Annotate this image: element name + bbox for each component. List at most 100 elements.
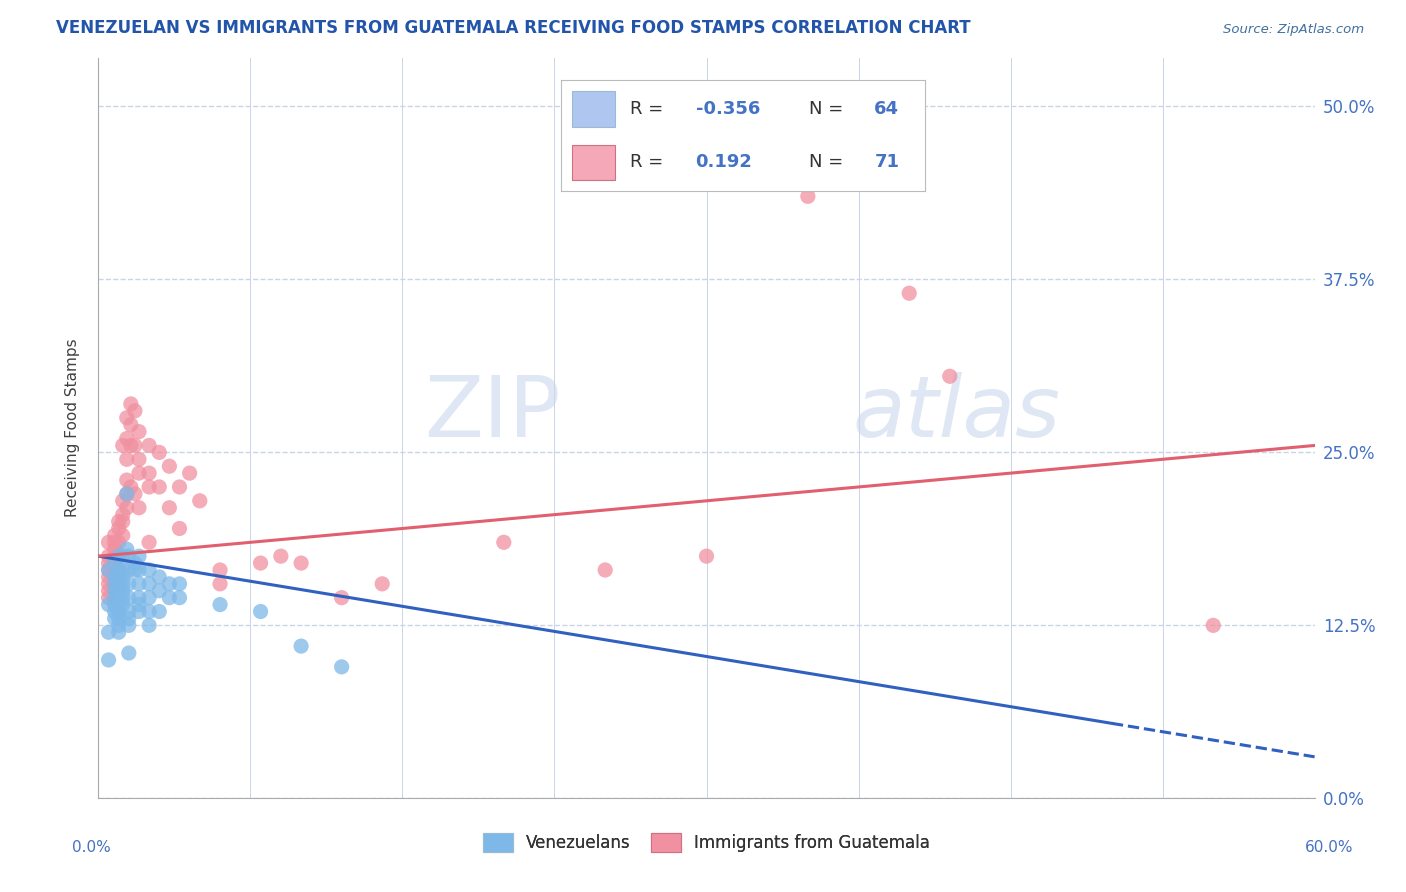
- Point: [128, 500, 150, 515]
- Point: [898, 286, 921, 301]
- Point: [104, 535, 127, 549]
- Point: [104, 598, 127, 612]
- Point: [107, 535, 129, 549]
- Point: [107, 570, 129, 584]
- Point: [169, 480, 191, 494]
- Point: [118, 577, 141, 591]
- Point: [128, 605, 150, 619]
- Point: [104, 611, 127, 625]
- Point: [97, 563, 120, 577]
- Point: [148, 583, 170, 598]
- Point: [104, 583, 127, 598]
- Point: [104, 577, 127, 591]
- Point: [107, 563, 129, 577]
- Point: [115, 410, 138, 425]
- Point: [97, 591, 120, 605]
- Point: [128, 549, 150, 564]
- Point: [107, 625, 129, 640]
- Point: [169, 521, 191, 535]
- Point: [104, 549, 127, 564]
- Point: [128, 598, 150, 612]
- Point: [169, 591, 191, 605]
- Point: [138, 577, 160, 591]
- Point: [157, 591, 180, 605]
- Point: [107, 563, 129, 577]
- Point: [115, 542, 138, 557]
- Point: [111, 438, 134, 452]
- Point: [858, 154, 880, 169]
- Point: [97, 570, 120, 584]
- Point: [115, 487, 138, 501]
- Point: [118, 611, 141, 625]
- Point: [120, 417, 142, 432]
- Point: [128, 563, 150, 577]
- Point: [111, 515, 134, 529]
- Point: [209, 598, 232, 612]
- Point: [128, 577, 150, 591]
- Point: [104, 563, 127, 577]
- Point: [104, 556, 127, 570]
- Legend: Venezuelans, Immigrants from Guatemala: Venezuelans, Immigrants from Guatemala: [475, 825, 938, 861]
- Point: [118, 646, 141, 660]
- Point: [120, 480, 142, 494]
- Point: [249, 605, 271, 619]
- Point: [124, 404, 146, 418]
- Point: [118, 549, 141, 564]
- Point: [111, 528, 134, 542]
- Point: [148, 605, 170, 619]
- Point: [148, 570, 170, 584]
- Point: [124, 563, 146, 577]
- Point: [97, 556, 120, 570]
- Point: [138, 535, 160, 549]
- Point: [111, 549, 134, 564]
- Point: [179, 466, 201, 480]
- Point: [138, 438, 160, 452]
- Point: [97, 577, 120, 591]
- Point: [148, 445, 170, 459]
- Point: [107, 549, 129, 564]
- Point: [169, 577, 191, 591]
- Text: ZIP: ZIP: [425, 372, 561, 455]
- Y-axis label: Receiving Food Stamps: Receiving Food Stamps: [65, 339, 80, 517]
- Point: [107, 521, 129, 535]
- Point: [111, 591, 134, 605]
- Point: [593, 563, 616, 577]
- Text: atlas: atlas: [852, 372, 1060, 455]
- Point: [111, 570, 134, 584]
- Point: [115, 487, 138, 501]
- Point: [107, 583, 129, 598]
- Point: [107, 598, 129, 612]
- Point: [104, 577, 127, 591]
- Point: [97, 535, 120, 549]
- Point: [128, 591, 150, 605]
- Point: [97, 625, 120, 640]
- Point: [138, 466, 160, 480]
- Point: [104, 528, 127, 542]
- Point: [107, 591, 129, 605]
- Point: [138, 618, 160, 632]
- Point: [148, 480, 170, 494]
- Text: 0.0%: 0.0%: [72, 840, 111, 855]
- Point: [120, 397, 142, 411]
- Point: [138, 605, 160, 619]
- Point: [111, 577, 134, 591]
- Point: [97, 563, 120, 577]
- Text: Source: ZipAtlas.com: Source: ZipAtlas.com: [1223, 23, 1364, 36]
- Point: [118, 591, 141, 605]
- Point: [107, 611, 129, 625]
- Point: [492, 535, 515, 549]
- Point: [118, 605, 141, 619]
- Point: [138, 480, 160, 494]
- Point: [330, 660, 353, 674]
- Point: [188, 493, 211, 508]
- Point: [111, 493, 134, 508]
- Point: [107, 515, 129, 529]
- Point: [128, 425, 150, 439]
- Point: [209, 577, 232, 591]
- Point: [115, 473, 138, 487]
- Point: [104, 542, 127, 557]
- Point: [115, 500, 138, 515]
- Point: [111, 508, 134, 522]
- Point: [138, 563, 160, 577]
- Point: [115, 432, 138, 446]
